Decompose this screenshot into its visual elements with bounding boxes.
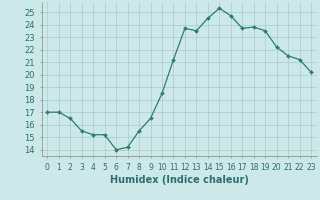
X-axis label: Humidex (Indice chaleur): Humidex (Indice chaleur) [110, 175, 249, 185]
